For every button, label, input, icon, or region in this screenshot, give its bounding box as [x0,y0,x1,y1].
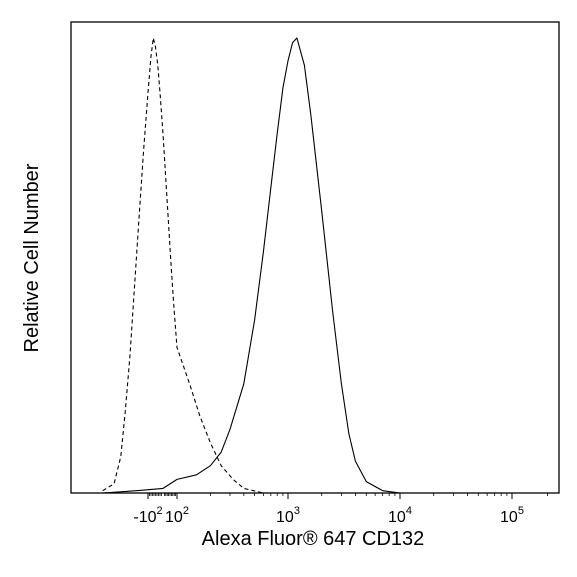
x-axis-title: Alexa Fluor® 647 CD132 [202,528,425,550]
y-axis-title: Relative Cell Number [21,163,43,352]
x-tick-label: 104 [388,505,412,526]
cd132-stained-histogram [102,37,512,494]
x-axis-ticks: -102 102 103 104 105 [133,493,548,526]
plot-frame [70,21,560,494]
isotype-control-histogram [102,37,264,494]
series-layer [102,37,512,494]
x-tick-label: 105 [500,505,524,526]
x-tick-label: 103 [276,505,300,526]
x-tick-label: 102 [165,505,189,526]
x-tick-label: -102 [133,505,162,526]
